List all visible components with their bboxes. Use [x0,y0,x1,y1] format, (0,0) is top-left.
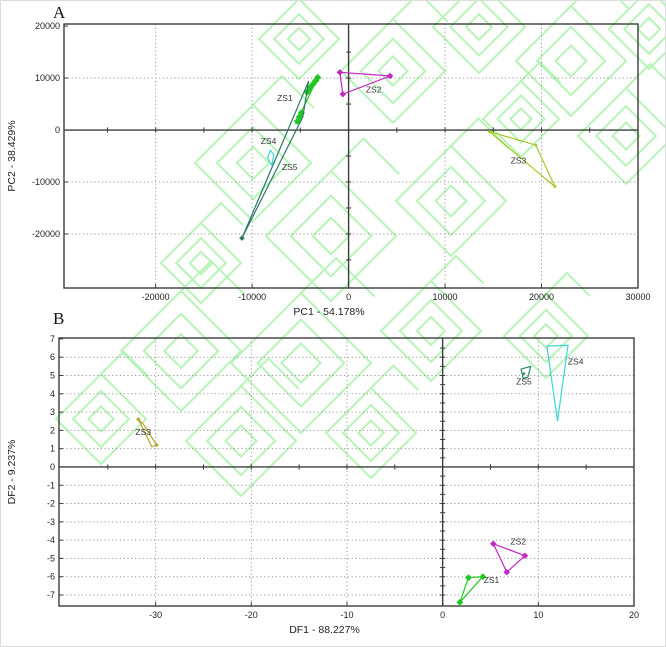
svg-text:0: 0 [55,125,60,135]
svg-text:-5: -5 [47,553,55,563]
svg-text:-7: -7 [47,590,55,600]
panel-b-cluster-ZS5: ZS5 [516,365,532,387]
panel-a-y-title: PC2 - 38.429% [6,120,18,191]
svg-text:20000: 20000 [529,292,554,302]
panel-a-cluster-ZS5: ZS5 [239,80,310,241]
panel-b-y-title: DF2 - 9.237% [6,440,18,505]
svg-text:10: 10 [533,610,543,620]
panel-b-label-ZS4: ZS4 [568,357,584,367]
panel-a-label-ZS5: ZS5 [282,162,298,172]
svg-text:-10: -10 [340,610,353,620]
svg-text:0: 0 [440,610,445,620]
panel-a-cluster-ZS4: ZS4 [261,136,277,168]
panel-b-x-title: DF1 - 88.227% [289,624,360,636]
panel-b-axes [59,338,634,606]
panel-a-cluster-ZS3: ZS3 [487,129,557,189]
svg-text:-10000: -10000 [32,177,60,187]
panel-a-label-ZS3: ZS3 [511,155,527,165]
panel-a-border [63,23,639,289]
panel-b-label-ZS1: ZS1 [484,575,500,585]
svg-text:-1: -1 [47,480,55,490]
svg-text:-4: -4 [47,535,55,545]
panel-a-cluster-ZS1: ZS1 [277,73,322,125]
panel-a-tick-labels: -20000 -10000 0 10000 20000 30000 20000 10000 0 -… [32,21,651,302]
svg-text:1: 1 [50,444,55,454]
svg-text:5: 5 [50,371,55,381]
panel-a-axes [64,24,638,288]
panel-b-cluster-ZS2: ZS2 [490,537,529,576]
svg-text:-20: -20 [245,610,258,620]
svg-text:20000: 20000 [35,21,60,31]
panel-b-label-ZS5: ZS5 [516,377,532,387]
svg-text:-10000: -10000 [238,292,266,302]
svg-text:10000: 10000 [35,73,60,83]
svg-text:0: 0 [50,462,55,472]
svg-text:-20000: -20000 [142,292,170,302]
svg-text:-3: -3 [47,517,55,527]
svg-text:20: 20 [629,610,639,620]
panel-a-label-ZS4: ZS4 [261,136,277,146]
watermark-pattern [54,1,665,498]
panel-b-letter: B [53,309,65,328]
panel-b-label-ZS2: ZS2 [510,537,526,547]
panel-a-label-ZS2: ZS2 [366,85,382,95]
svg-text:-20000: -20000 [32,229,60,239]
panel-a-cluster-ZS2: ZS2 [336,68,394,98]
svg-text:4: 4 [50,389,55,399]
svg-text:-30: -30 [149,610,162,620]
panel-b-gridlines [59,338,634,606]
svg-text:7: 7 [50,334,55,344]
panel-a-x-title: PC1 - 54.178% [293,306,364,318]
panel-b-label-ZS3: ZS3 [135,427,151,437]
panel-b-ticks [59,338,635,606]
svg-text:10000: 10000 [433,292,458,302]
panel-a-ticks [64,25,639,288]
panel-a-letter: A [53,3,66,22]
svg-text:2: 2 [50,425,55,435]
panel-a-plot: -20000 -10000 0 10000 20000 30000 20000 10000 0 -… [6,21,651,318]
svg-text:3: 3 [50,407,55,417]
svg-text:30000: 30000 [625,292,650,302]
panel-a-label-ZS1: ZS1 [277,93,293,103]
svg-text:6: 6 [50,352,55,362]
svg-text:0: 0 [346,292,351,302]
panel-b-cluster-ZS3: ZS3 [135,417,159,448]
svg-text:-2: -2 [47,499,55,509]
panel-a-gridlines [64,24,638,288]
svg-text:-6: -6 [47,572,55,582]
panel-b-cluster-ZS1: ZS1 [456,573,500,606]
panel-b-plot: -30 -20 -10 0 10 2076543210-1-2-3-4-5-6-7DF1 … [6,334,639,636]
panel-b-cluster-ZS4: ZS4 [546,344,584,422]
